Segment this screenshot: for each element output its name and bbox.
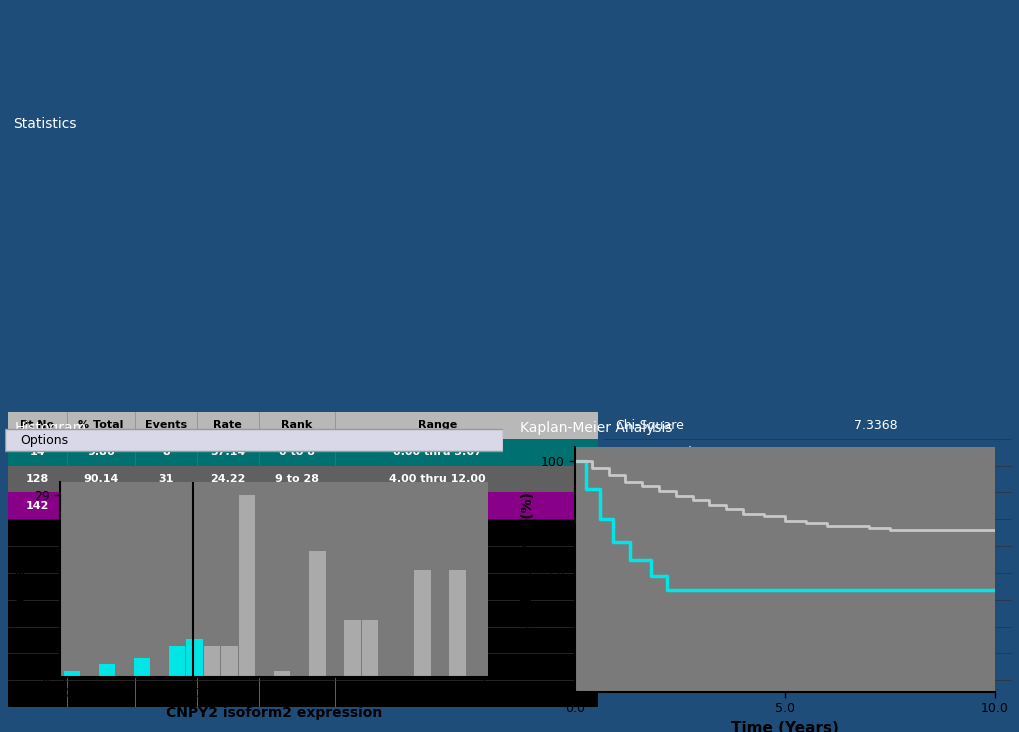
Text: Chi-Square: Chi-Square — [614, 419, 684, 432]
Text: Histogram: Histogram — [15, 422, 87, 436]
Text: 0.00690: 0.00690 — [845, 446, 897, 459]
Text: Statistics: Statistics — [13, 117, 76, 131]
Bar — [133, 658, 150, 677]
Text: 0 to 28: 0 to 28 — [275, 501, 319, 511]
Bar — [449, 570, 466, 677]
Text: 100.00: 100.00 — [79, 501, 122, 511]
Text: 7.3368: 7.3368 — [853, 419, 897, 432]
Bar — [99, 665, 115, 677]
Text: 8: 8 — [162, 447, 169, 458]
Bar — [8, 680, 597, 707]
Text: Pt No: Pt No — [20, 420, 54, 430]
Text: 4.00 thru 12.00: 4.00 thru 12.00 — [388, 474, 485, 484]
Text: 39: 39 — [158, 501, 173, 511]
Text: 9.86: 9.86 — [87, 447, 115, 458]
Bar — [362, 621, 378, 677]
Bar — [8, 412, 597, 438]
Text: 0.00 thru 3.67: 0.00 thru 3.67 — [392, 447, 481, 458]
Bar — [8, 438, 597, 466]
Bar — [168, 646, 185, 677]
Bar — [8, 546, 597, 573]
Bar — [274, 671, 290, 677]
Text: 0.00 thru 12.00: 0.00 thru 12.00 — [388, 501, 485, 511]
Text: Rank: Rank — [281, 420, 313, 430]
X-axis label: CNPY2 isoform2 expression: CNPY2 isoform2 expression — [166, 706, 382, 720]
Text: Rate: Rate — [213, 420, 242, 430]
Text: Uncorrected P: Uncorrected P — [614, 446, 703, 459]
X-axis label: Time (Years): Time (Years) — [731, 721, 838, 732]
Bar — [8, 573, 597, 600]
Bar — [8, 519, 597, 546]
Text: Range: Range — [417, 420, 457, 430]
Text: 27.46: 27.46 — [210, 501, 246, 511]
Bar — [8, 493, 597, 519]
Y-axis label: No. of Patients: No. of Patients — [14, 521, 29, 638]
Text: 142: 142 — [25, 501, 49, 511]
Bar — [186, 639, 203, 677]
Bar — [5, 430, 502, 452]
Text: 90.14: 90.14 — [84, 474, 118, 484]
Bar — [8, 600, 597, 627]
Bar — [309, 551, 325, 677]
Text: % Total: % Total — [78, 420, 123, 430]
Bar — [63, 671, 79, 677]
Bar — [8, 627, 597, 654]
Text: 14: 14 — [30, 447, 45, 458]
Bar — [238, 495, 255, 677]
Text: Options: Options — [20, 434, 68, 447]
Text: 9 to 28: 9 to 28 — [275, 474, 319, 484]
Text: 128: 128 — [25, 474, 49, 484]
Text: 31: 31 — [158, 474, 173, 484]
Text: Kaplan-Meier Analysis: Kaplan-Meier Analysis — [520, 422, 672, 436]
Bar — [221, 646, 237, 677]
Text: Events: Events — [145, 420, 186, 430]
Bar — [8, 466, 597, 493]
Y-axis label: Overall Survival (%): Overall Survival (%) — [521, 491, 535, 648]
Bar — [8, 654, 597, 680]
Bar — [414, 570, 430, 677]
Text: 57.14: 57.14 — [210, 447, 246, 458]
Bar — [204, 646, 220, 677]
Text: 0 to 8: 0 to 8 — [279, 447, 315, 458]
Bar — [343, 621, 361, 677]
Text: 24.22: 24.22 — [210, 474, 246, 484]
